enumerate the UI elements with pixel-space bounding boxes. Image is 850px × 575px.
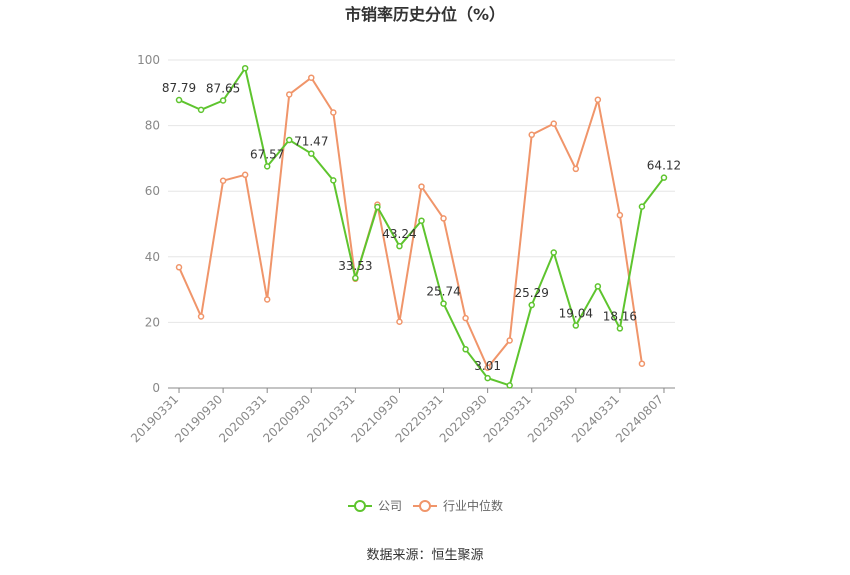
data-point[interactable] [175, 96, 183, 104]
data-point[interactable] [462, 314, 469, 322]
data-point[interactable] [197, 313, 205, 320]
data-point[interactable] [506, 337, 513, 344]
data-label: 87.79 [162, 81, 196, 95]
data-point[interactable] [550, 120, 558, 127]
data-point[interactable] [285, 136, 293, 144]
y-tick-label: 100 [137, 53, 160, 67]
y-tick-label: 60 [145, 184, 160, 198]
series-line-1 [178, 76, 643, 369]
data-label: 87.65 [206, 82, 240, 96]
legend-item-company[interactable]: 公司 [348, 499, 402, 513]
data-point[interactable] [219, 97, 227, 104]
data-point[interactable] [638, 360, 646, 367]
y-tick-label: 20 [145, 315, 160, 329]
data-point[interactable] [219, 177, 227, 184]
data-point[interactable] [484, 364, 491, 371]
data-point[interactable] [594, 96, 602, 103]
source-note: 数据来源：恒生聚源 [366, 548, 483, 563]
data-point[interactable] [594, 283, 602, 290]
data-label: 18.16 [603, 309, 637, 323]
data-point[interactable] [241, 64, 249, 72]
data-point[interactable] [484, 374, 491, 382]
data-label: 25.74 [426, 285, 460, 299]
data-point[interactable] [396, 318, 403, 325]
legend-company-label: 公司 [378, 499, 402, 513]
data-label: 43.24 [382, 227, 416, 241]
data-point[interactable] [263, 163, 271, 170]
data-point[interactable] [616, 325, 624, 332]
data-point[interactable] [175, 264, 183, 271]
data-point[interactable] [374, 203, 381, 211]
data-label: 33.53 [338, 259, 372, 273]
data-label: 3.01 [474, 359, 501, 373]
legend-item-industry[interactable]: 行业中位数 [413, 498, 503, 513]
legend-industry-label: 行业中位数 [443, 498, 503, 513]
data-point[interactable] [638, 203, 646, 210]
data-point[interactable] [241, 171, 249, 179]
data-point[interactable] [418, 183, 425, 190]
y-axis: 0 20 40 60 80 100 [137, 53, 160, 395]
data-point[interactable] [330, 177, 337, 184]
y-tick-label: 80 [145, 119, 160, 133]
data-point[interactable] [418, 217, 425, 224]
series-line-0 [178, 67, 665, 387]
data-point[interactable] [440, 300, 447, 307]
data-label: 19.04 [559, 307, 593, 321]
data-point[interactable] [550, 249, 558, 256]
data-point[interactable] [572, 165, 580, 173]
legend: 公司 行业中位数 [348, 498, 503, 513]
data-labels: 87.79 87.65 67.57 71.47 33.53 43.24 25.74 3.01 2… [162, 81, 681, 373]
data-point[interactable] [572, 322, 580, 329]
data-point[interactable] [263, 296, 271, 303]
chart-title: 市销率历史分位（%） [345, 5, 505, 24]
y-tick-label: 0 [152, 381, 160, 395]
data-point[interactable] [197, 106, 205, 114]
data-point[interactable] [308, 74, 315, 81]
y-tick-label: 40 [145, 250, 160, 264]
legend-industry-marker [419, 500, 431, 512]
data-label: 71.47 [294, 135, 328, 149]
x-tick-label: 20240807 [613, 392, 666, 445]
data-point[interactable] [616, 211, 624, 219]
legend-company-marker [354, 500, 366, 512]
x-axis: 2019033120190930202003312020093020210331… [128, 388, 666, 445]
data-point[interactable] [660, 174, 668, 181]
data-point[interactable] [440, 215, 447, 222]
data-label: 67.57 [250, 147, 284, 161]
data-label: 64.12 [647, 159, 681, 173]
data-point[interactable] [352, 274, 359, 282]
data-point[interactable] [528, 301, 535, 309]
data-point[interactable] [528, 131, 535, 139]
series-group [175, 64, 668, 389]
data-point[interactable] [506, 382, 513, 389]
data-label: 25.29 [515, 286, 549, 300]
data-point[interactable] [330, 109, 337, 116]
data-point[interactable] [462, 346, 469, 353]
data-point[interactable] [396, 242, 403, 250]
data-point[interactable] [308, 150, 315, 157]
data-point[interactable] [285, 91, 293, 98]
